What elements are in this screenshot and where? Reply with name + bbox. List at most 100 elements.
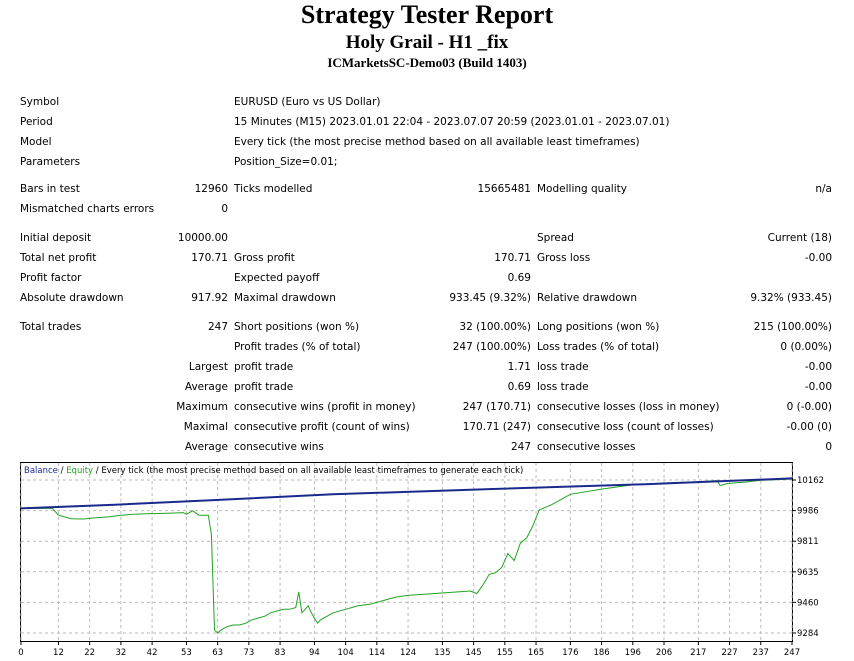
symbol-label: Symbol <box>20 96 60 108</box>
caption-rest: / Every tick (the most precise method ba… <box>93 466 523 476</box>
caption-equity: Equity <box>66 466 93 476</box>
x-tick-label: 186 <box>593 648 609 658</box>
grid <box>20 463 793 641</box>
spread-label: Spread <box>537 232 574 244</box>
x-tick-label: 206 <box>656 648 672 658</box>
deposit-value: 10000.00 <box>177 232 228 244</box>
average-label: Average <box>184 381 228 393</box>
net-profit-value: 170.71 <box>191 252 228 264</box>
report-title: Strategy Tester Report <box>300 0 554 29</box>
model-value: Every tick (the most precise method base… <box>234 136 640 148</box>
abs-drawdown-value: 917.92 <box>191 292 228 304</box>
profit-trades-label: Profit trades (% of total) <box>234 341 361 353</box>
quality-label: Modelling quality <box>537 183 627 195</box>
average-loss-value: -0.00 <box>804 381 832 393</box>
caption-sep: / <box>58 466 66 476</box>
x-tick-label: 53 <box>181 648 192 658</box>
maximal-label: Maximal <box>183 421 228 433</box>
x-tick-label: 124 <box>400 648 416 658</box>
report-subtitle: Holy Grail - H1 _fix <box>345 32 509 53</box>
average-profit-label: profit trade <box>234 381 294 393</box>
mismatch-value: 0 <box>221 203 228 215</box>
parameters-label: Parameters <box>20 156 81 168</box>
max-drawdown-label: Maximal drawdown <box>234 292 336 304</box>
average-profit-value: 0.69 <box>507 381 531 393</box>
maximal-cons-profit-value: 170.71 (247) <box>462 421 531 433</box>
x-tick-label: 73 <box>243 648 254 658</box>
x-tick-label: 0 <box>18 648 23 658</box>
chart-caption: Balance / Equity / Every tick (the most … <box>24 466 523 476</box>
x-tick-label: 32 <box>115 648 126 658</box>
equity-series-line <box>20 478 793 634</box>
caption-balance: Balance <box>24 466 58 476</box>
max-drawdown-value: 933.45 (9.32%) <box>449 292 531 304</box>
parameters-value: Position_Size=0.01; <box>234 156 338 168</box>
expected-payoff-label: Expected payoff <box>234 272 320 284</box>
x-tick-label: 42 <box>147 648 158 658</box>
rel-drawdown-label: Relative drawdown <box>537 292 638 304</box>
long-positions-label: Long positions (won %) <box>537 321 660 333</box>
abs-drawdown-label: Absolute drawdown <box>20 292 124 304</box>
y-tick-label: 9284 <box>797 629 819 639</box>
largest-profit-value: 1.71 <box>507 361 531 373</box>
ticks-label: Ticks modelled <box>234 183 313 195</box>
net-profit-label: Total net profit <box>20 252 97 264</box>
average-loss-label: loss trade <box>537 381 589 393</box>
x-tick-label: 217 <box>690 648 706 658</box>
x-tick-label: 83 <box>275 648 286 658</box>
balance-series-line <box>20 477 793 510</box>
largest-loss-value: -0.00 <box>804 361 832 373</box>
gross-loss-value: -0.00 <box>804 252 832 264</box>
loss-trades-label: Loss trades (% of total) <box>537 341 660 353</box>
x-tick-label: 247 <box>784 648 800 658</box>
x-tick-label: 114 <box>369 648 385 658</box>
rel-drawdown-value: 9.32% (933.45) <box>750 292 832 304</box>
y-tick-label: 9811 <box>797 537 819 547</box>
x-tick-label: 227 <box>721 648 737 658</box>
profit-factor-label: Profit factor <box>20 272 82 284</box>
y-tick-label: 10162 <box>797 476 824 486</box>
period-label: Period <box>20 116 53 128</box>
max-cons-losses-label: consecutive losses (loss in money) <box>537 401 720 413</box>
largest-profit-label: profit trade <box>234 361 294 373</box>
y-tick-label: 9986 <box>797 507 819 517</box>
bars-value: 12960 <box>194 183 228 195</box>
x-tick-label: 155 <box>497 648 513 658</box>
x-tick-label: 237 <box>753 648 769 658</box>
expected-payoff-value: 0.69 <box>507 272 531 284</box>
y-axis-ticks: 10162 9986 9811 9635 9460 9284 <box>792 476 824 639</box>
short-positions-label: Short positions (won %) <box>234 321 360 333</box>
total-trades-label: Total trades <box>20 321 82 333</box>
period-value: 15 Minutes (M15) 2023.01.01 22:04 - 2023… <box>234 116 670 128</box>
short-positions-value: 32 (100.00%) <box>459 321 531 333</box>
ticks-value: 15665481 <box>477 183 531 195</box>
x-axis-ticks: 0 12 22 32 42 53 63 73 83 94 104 114 124 135 145 155 165… <box>18 641 800 658</box>
max-cons-wins-value: 247 (170.71) <box>462 401 531 413</box>
long-positions-value: 215 (100.00%) <box>753 321 832 333</box>
largest-label: Largest <box>188 361 228 373</box>
x-tick-label: 22 <box>84 648 95 658</box>
y-tick-label: 9635 <box>797 568 819 578</box>
x-tick-label: 94 <box>309 648 320 658</box>
spread-value: Current (18) <box>767 232 832 244</box>
x-tick-label: 12 <box>53 648 64 658</box>
x-tick-label: 176 <box>562 648 578 658</box>
plot-frame <box>20 462 793 642</box>
avg-cons-wins-value: 247 <box>510 441 531 453</box>
profit-trades-value: 247 (100.00%) <box>452 341 531 353</box>
x-tick-label: 63 <box>212 648 223 658</box>
x-tick-label: 104 <box>338 648 354 658</box>
gross-profit-label: Gross profit <box>234 252 295 264</box>
x-tick-label: 196 <box>625 648 641 658</box>
maximal-cons-loss-label: consecutive loss (count of losses) <box>537 421 714 433</box>
bars-label: Bars in test <box>20 183 80 195</box>
mismatch-label: Mismatched charts errors <box>20 203 155 215</box>
gross-profit-value: 170.71 <box>494 252 531 264</box>
y-tick-label: 9460 <box>797 598 819 608</box>
x-tick-label: 145 <box>465 648 481 658</box>
max-cons-wins-label: consecutive wins (profit in money) <box>234 401 416 413</box>
maximum-label: Maximum <box>176 401 228 413</box>
avg-cons-losses-value: 0 <box>825 441 832 453</box>
maximal-cons-loss-value: -0.00 (0) <box>786 421 832 433</box>
loss-trades-value: 0 (0.00%) <box>780 341 832 353</box>
